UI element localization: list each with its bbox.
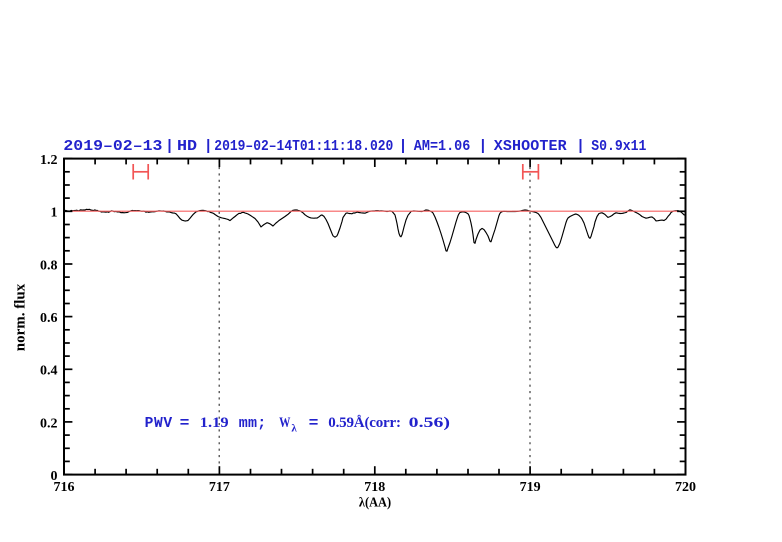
- svg-text:717: 717: [209, 480, 230, 495]
- svg-text:|: |: [204, 138, 213, 155]
- svg-text:=: =: [180, 415, 190, 432]
- svg-text:PWV: PWV: [145, 416, 173, 432]
- svg-text:λ(AA): λ(AA): [359, 496, 391, 511]
- svg-text:0.59Å(corr:: 0.59Å(corr:: [328, 415, 401, 431]
- svg-text:1.19: 1.19: [200, 415, 229, 431]
- svg-text:719: 719: [520, 480, 541, 495]
- svg-text:716: 716: [54, 480, 75, 495]
- svg-text:λ: λ: [291, 423, 297, 435]
- svg-text:1.2: 1.2: [40, 153, 58, 168]
- svg-text:mm;: mm;: [239, 415, 267, 432]
- svg-text:AM=1.06: AM=1.06: [414, 138, 471, 155]
- svg-text:|: |: [576, 138, 585, 155]
- svg-text:S0.9x11: S0.9x11: [591, 138, 646, 155]
- svg-text:|: |: [478, 138, 487, 155]
- svg-text:norm. flux: norm. flux: [13, 283, 29, 351]
- svg-text:2019–02–14T01:11:18.020: 2019–02–14T01:11:18.020: [214, 138, 393, 155]
- svg-text:1: 1: [51, 206, 58, 221]
- svg-text:0.4: 0.4: [40, 364, 58, 379]
- svg-text:0.2: 0.2: [40, 416, 58, 431]
- svg-text:XSHOOTER: XSHOOTER: [494, 138, 567, 155]
- svg-text:2019–02–13: 2019–02–13: [63, 138, 162, 155]
- svg-text:718: 718: [364, 480, 385, 495]
- svg-text:0: 0: [51, 469, 58, 484]
- svg-text:0.8: 0.8: [40, 258, 58, 273]
- svg-text:HD: HD: [177, 138, 197, 155]
- svg-text:|: |: [165, 138, 174, 155]
- svg-text:=: =: [309, 415, 319, 432]
- svg-text:W: W: [279, 415, 290, 431]
- svg-text:0.6: 0.6: [40, 311, 58, 326]
- svg-text:720: 720: [675, 480, 696, 495]
- svg-text:0.56): 0.56): [409, 415, 450, 431]
- svg-text:|: |: [399, 138, 408, 155]
